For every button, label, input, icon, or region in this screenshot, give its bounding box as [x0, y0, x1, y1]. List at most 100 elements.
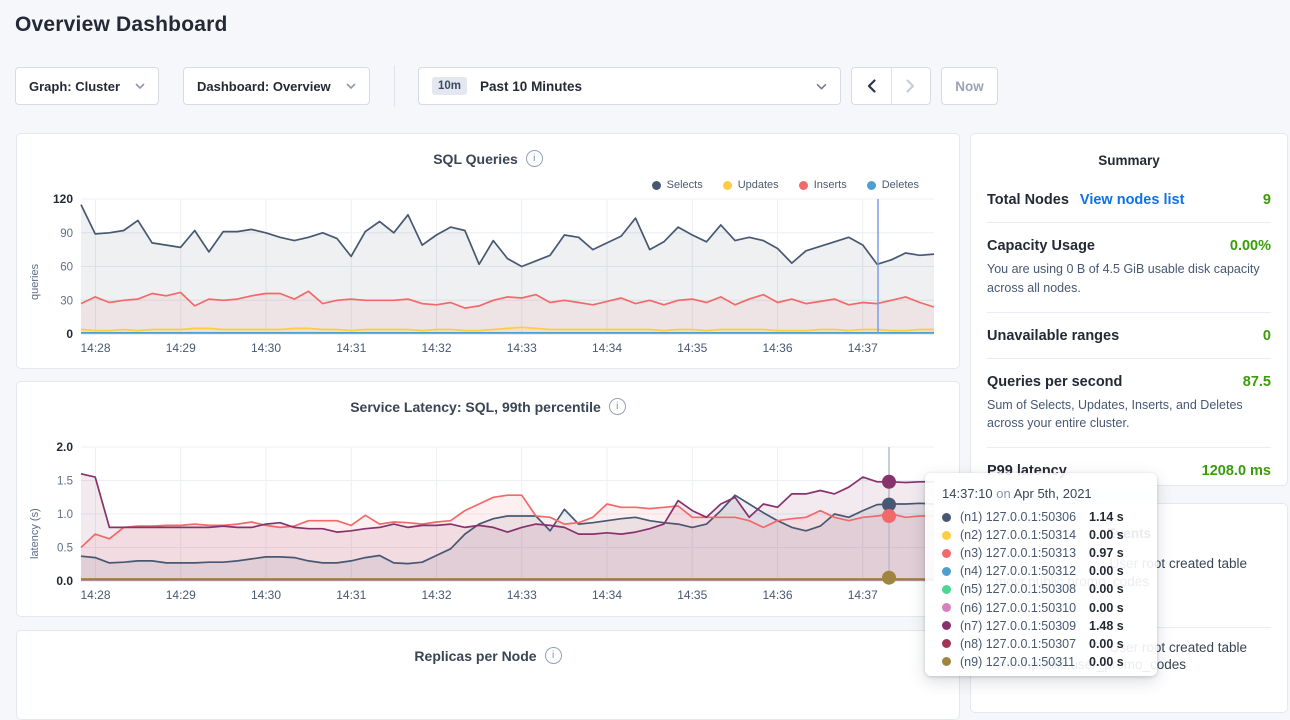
y-tick-label: 0.0 — [56, 574, 73, 588]
info-icon[interactable]: i — [608, 398, 626, 415]
sql-queries-title: SQL Queries i — [17, 150, 959, 167]
time-range-label: Past 10 Minutes — [480, 78, 583, 94]
node-address: (n9) 127.0.0.1:50311 — [960, 654, 1076, 669]
p99-latency-value: 1208.0 ms — [1201, 463, 1271, 479]
info-icon[interactable]: i — [544, 647, 562, 664]
x-tick-label: 14:31 — [336, 588, 366, 602]
tooltip-node-row: (n9) 127.0.0.1:50311 0.00 s — [942, 653, 1157, 671]
sql-queries-chart-canvas[interactable]: 0 30 60 90 120 14:28 14:29 14:30 14:31 14:32 14:33… — [17, 134, 959, 368]
x-tick-label: 14:28 — [80, 341, 110, 355]
x-tick-label: 14:32 — [421, 341, 451, 355]
node-latency-value: 0.00 s — [1089, 582, 1124, 597]
node-color-dot-icon — [942, 621, 951, 631]
tooltip-node-row: (n6) 127.0.0.1:50310 0.00 s — [942, 598, 1157, 616]
node-address: (n6) 127.0.0.1:50310 — [960, 600, 1077, 615]
service-latency-chart-canvas[interactable]: 0.0 0.5 1.0 1.5 2.0 14:28 14:29 14:30 14:31 14:32… — [17, 382, 959, 616]
service-latency-title: Service Latency: SQL, 99th percentile i — [17, 398, 959, 415]
node-latency-value: 0.00 s — [1089, 654, 1124, 669]
node-address: (n3) 127.0.0.1:50313 — [960, 546, 1077, 561]
dashboard-dropdown-label: Dashboard: Overview — [197, 78, 331, 94]
tooltip-node-row: (n3) 127.0.0.1:50313 0.97 s — [942, 544, 1157, 562]
selects-dot-icon — [651, 180, 661, 190]
x-tick-label: 14:29 — [166, 588, 196, 602]
node-latency-value: 1.14 s — [1089, 510, 1124, 525]
x-tick-label: 14:35 — [677, 588, 707, 602]
y-tick-label: 120 — [53, 192, 73, 206]
x-tick-label: 14:35 — [677, 341, 707, 355]
node-latency-value: 0.00 s — [1089, 600, 1124, 615]
x-tick-label: 14:31 — [336, 341, 366, 355]
info-icon[interactable]: i — [525, 150, 543, 167]
x-tick-label: 14:37 — [848, 341, 878, 355]
x-tick-label: 14:36 — [762, 588, 792, 602]
sql-queries-card: SQL Queries i Selects Updates Inserts De… — [16, 133, 960, 369]
now-button[interactable]: Now — [941, 67, 998, 105]
time-nav-group — [851, 67, 931, 105]
x-tick-label: 14:34 — [592, 588, 622, 602]
x-tick-label: 14:30 — [251, 341, 281, 355]
y-tick-label: 0 — [66, 327, 73, 341]
y-tick-label: 0.5 — [57, 543, 73, 555]
page-title: Overview Dashboard — [15, 13, 228, 36]
x-tick-label: 14:33 — [507, 341, 537, 355]
dashboard-dropdown[interactable]: Dashboard: Overview — [183, 67, 370, 105]
y-tick-label: 30 — [60, 295, 73, 307]
inserts-dot-icon — [798, 180, 808, 190]
y-tick-label: 1.0 — [57, 509, 73, 521]
node-color-dot-icon — [942, 584, 951, 594]
tooltip-node-row: (n1) 127.0.0.1:50306 1.14 s — [942, 508, 1157, 526]
x-tick-label: 14:28 — [80, 588, 110, 602]
legend-item-updates[interactable]: Updates — [722, 179, 779, 191]
node-color-dot-icon — [942, 603, 951, 613]
graph-dropdown-label: Graph: Cluster — [29, 78, 121, 94]
x-tick-label: 14:30 — [251, 588, 281, 602]
y-tick-label: 2.0 — [56, 440, 73, 454]
toolbar-divider — [394, 65, 395, 107]
legend-item-inserts[interactable]: Inserts — [798, 179, 847, 191]
summary-row-total-nodes: Total Nodes View nodes list 9 — [987, 177, 1271, 223]
tooltip-node-row: (n8) 127.0.0.1:50307 0.00 s — [942, 635, 1157, 653]
capacity-usage-description: You are using 0 B of 4.5 GiB usable disk… — [987, 262, 1260, 295]
summary-row-capacity: Capacity Usage 0.00% You are using 0 B o… — [987, 223, 1271, 313]
x-tick-label: 14:37 — [848, 588, 878, 602]
capacity-usage-label: Capacity Usage — [987, 238, 1095, 254]
node-address: (n1) 127.0.0.1:50306 — [960, 510, 1077, 525]
node-color-dot-icon — [942, 548, 951, 558]
x-tick-label: 14:33 — [507, 588, 537, 602]
capacity-usage-value: 0.00% — [1229, 238, 1271, 254]
legend-item-deletes[interactable]: Deletes — [866, 179, 919, 191]
legend-item-selects[interactable]: Selects — [651, 179, 703, 191]
time-range-selector[interactable]: 10m Past 10 Minutes — [418, 67, 841, 105]
qps-description: Sum of Selects, Updates, Inserts, and De… — [987, 397, 1243, 431]
chevron-down-icon — [816, 83, 827, 90]
x-tick-label: 14:32 — [421, 588, 451, 602]
node-color-dot-icon — [942, 657, 951, 667]
node-latency-value: 0.00 s — [1089, 528, 1124, 543]
node-color-dot-icon — [942, 566, 951, 576]
node-color-dot-icon — [942, 639, 951, 649]
service-latency-card: Service Latency: SQL, 99th percentile i … — [16, 381, 960, 617]
node-latency-value: 0.00 s — [1089, 636, 1124, 651]
summary-panel: Summary Total Nodes View nodes list 9 Ca… — [970, 133, 1288, 486]
view-nodes-list-link[interactable]: View nodes list — [1079, 192, 1185, 208]
summary-title: Summary — [1098, 153, 1160, 168]
total-nodes-label: Total Nodes — [987, 192, 1069, 208]
unavailable-ranges-label: Unavailable ranges — [987, 327, 1120, 344]
node-address: (n2) 127.0.0.1:50314 — [960, 528, 1077, 543]
overview-dashboard-page: { "page": { "title": "Overview Dashboard… — [15, 13, 1288, 720]
summary-row-unavailable-ranges: Unavailable ranges 0 — [987, 313, 1271, 359]
unavailable-ranges-value: 0 — [1262, 327, 1271, 344]
tooltip-node-row: (n4) 127.0.0.1:50312 0.00 s — [942, 562, 1157, 580]
summary-row-qps: Queries per second 87.5 Sum of Selects, … — [987, 359, 1271, 448]
y-tick-label: 90 — [60, 228, 73, 240]
chevron-right-icon — [906, 79, 915, 93]
graph-dropdown[interactable]: Graph: Cluster — [15, 67, 159, 105]
time-back-button[interactable] — [852, 68, 892, 104]
qps-value: 87.5 — [1242, 373, 1271, 390]
sql-queries-legend: Selects Updates Inserts Deletes — [651, 179, 919, 191]
time-range-badge: 10m — [432, 77, 468, 95]
latency-hover-tooltip: 14:37:10 on Apr 5th, 2021 (n1) 127.0.0.1… — [925, 473, 1157, 676]
deletes-dot-icon — [866, 180, 876, 190]
chevron-left-icon — [867, 79, 876, 93]
time-forward-button[interactable] — [892, 68, 931, 104]
